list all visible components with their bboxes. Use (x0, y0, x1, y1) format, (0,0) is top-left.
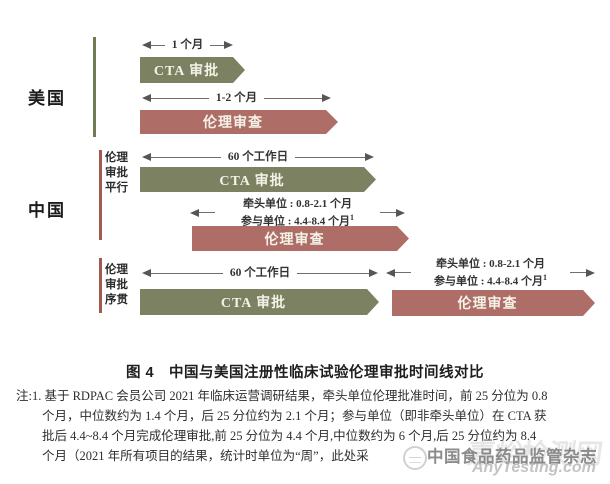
lead-unit-duration: 牵头单位 : 0.8-2.1 个月 (435, 258, 546, 270)
cn-parallel-mode-label: 伦理 审批 平行 (105, 151, 128, 196)
arrow-right-icon (396, 208, 405, 217)
cn-parallel-divider-line (99, 150, 102, 240)
arrow-right-icon (365, 153, 374, 161)
arrow-left-icon (142, 269, 151, 277)
arrow-right-icon (224, 41, 233, 49)
watermark-site-text: AnyTesting.com (472, 459, 596, 476)
cn-parallel-cta-duration-arrow: 60 个工作日 (142, 151, 374, 163)
figure-note: 注:1. 基于 RDPAC 会员公司 2021 年临床运营调研结果，牵头单位伦理… (16, 386, 604, 466)
cn-cta-duration-label: 60 个工作日 (229, 267, 291, 279)
us-cta-duration-label: 1 个月 (171, 39, 204, 51)
cn-sequential-cta-bar: CTA 审批 (140, 289, 379, 315)
cn-parallel-ethics-duration-annotation: 牵头单位 : 0.8-2.1 个月 参与单位 : 4.4-8.4 个月1 (190, 197, 405, 229)
watermark-stamp-icon (403, 446, 427, 470)
arrow-shaft (210, 44, 224, 46)
note-line-3: 批后 4.4~8.4 个月完成伦理审批,前 25 分位为 4.4 个月,中位数约… (42, 429, 537, 443)
arrow-right-icon (586, 268, 595, 277)
cn-parallel-cta-bar: CTA 审批 (140, 167, 376, 192)
us-ethics-bar: 伦理审查 (140, 110, 338, 134)
cn-sequential-divider-line (99, 258, 102, 313)
mode-label-line: 伦理 (105, 264, 128, 276)
arrow-shaft (395, 272, 411, 274)
cn-sequential-cta-duration-arrow: 60 个工作日 (142, 267, 378, 279)
arrow-left-icon (142, 153, 151, 161)
lead-unit-duration: 牵头单位 : 0.8-2.1 个月 (242, 198, 353, 210)
cn-sequential-mode-label: 伦理 审批 序贯 (105, 263, 128, 308)
arrow-right-icon (322, 94, 331, 102)
participant-unit-duration: 参与单位 : 4.4-8.4 个月1 (240, 213, 355, 228)
note-line-4: 个月（2021 年所有项目的结果，统计时单位为“周”，此处采 (42, 449, 369, 463)
participant-unit-duration: 参与单位 : 4.4-8.4 个月1 (433, 273, 548, 288)
us-ethics-duration-arrow: 1-2 个月 (142, 92, 331, 104)
mode-label-line: 序贯 (105, 294, 128, 306)
mode-label-line: 审批 (105, 167, 128, 179)
arrow-shaft (151, 272, 223, 274)
arrow-shaft (380, 212, 396, 214)
us-divider-line (93, 37, 96, 137)
arrow-left-icon (142, 94, 151, 102)
arrow-shaft (264, 97, 322, 99)
arrow-shaft (151, 156, 221, 158)
arrow-shaft (151, 44, 165, 46)
arrow-right-icon (369, 269, 378, 277)
cn-cta-duration-label: 60 个工作日 (227, 151, 289, 163)
arrow-left-icon (190, 208, 199, 217)
mode-label-line: 审批 (105, 279, 128, 291)
arrow-shaft (295, 156, 365, 158)
cn-parallel-ethics-bar: 伦理审查 (192, 226, 409, 251)
arrow-left-icon (142, 41, 151, 49)
note-line-1: 注:1. 基于 RDPAC 会员公司 2021 年临床运营调研结果，牵头单位伦理… (16, 389, 548, 403)
mode-label-line: 平行 (105, 182, 128, 194)
us-cta-bar: CTA 审批 (140, 57, 245, 83)
us-region-label: 美国 (28, 89, 66, 108)
arrow-shaft (297, 272, 369, 274)
arrow-shaft (570, 272, 586, 274)
cn-ethics-duration-text: 牵头单位 : 0.8-2.1 个月 参与单位 : 4.4-8.4 个月1 (215, 197, 380, 229)
cn-ethics-duration-text: 牵头单位 : 0.8-2.1 个月 参与单位 : 4.4-8.4 个月1 (411, 257, 570, 289)
cn-sequential-ethics-duration-annotation: 牵头单位 : 0.8-2.1 个月 参与单位 : 4.4-8.4 个月1 (386, 257, 595, 289)
figure-caption: 图 4 中国与美国注册性临床试验伦理审批时间线对比 (125, 365, 485, 381)
cn-region-label: 中国 (28, 201, 66, 220)
us-ethics-duration-label: 1-2 个月 (215, 92, 258, 104)
arrow-shaft (151, 97, 209, 99)
cn-sequential-ethics-bar: 伦理审查 (392, 290, 595, 316)
arrow-shaft (199, 212, 215, 214)
mode-label-line: 伦理 (105, 152, 128, 164)
arrow-left-icon (386, 268, 395, 277)
us-cta-duration-arrow: 1 个月 (142, 39, 233, 51)
footnote-marker: 1 (350, 213, 355, 222)
footnote-marker: 1 (543, 273, 548, 282)
note-line-2: 个月，中位数约为 1.4 个月，后 25 分位约为 2.1 个月；参与单位（即非… (42, 409, 547, 423)
watermark-journal-text: 中国食品药品监管杂志 (427, 448, 597, 466)
